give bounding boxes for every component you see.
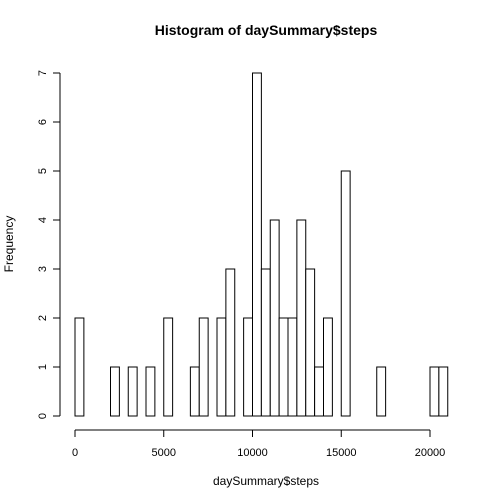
x-tick-label: 0 [72,447,78,459]
histogram-bar [305,268,316,417]
histogram-bar [438,366,449,417]
histogram-bar [110,366,120,417]
x-tick-label: 15000 [326,447,357,459]
histogram-bar [252,72,262,417]
histogram-bar [163,317,174,417]
histogram-bar [376,366,387,417]
bars-group [74,72,449,417]
y-axis-label: Frequency [2,216,16,273]
y-tick-label: 0 [37,413,49,419]
x-axis-label: daySummary$steps [213,474,319,488]
histogram-bar [216,317,227,417]
histogram-bar [314,366,324,417]
y-tick-label: 7 [37,70,49,76]
histogram-bar [145,366,156,417]
histogram-bar [287,317,298,417]
histogram-bar [74,317,85,417]
y-tick-label: 1 [37,364,49,370]
y-tick-label: 2 [37,315,49,321]
x-tick-label: 10000 [237,447,268,459]
histogram-bar [260,268,271,417]
histogram-bar [189,366,200,417]
histogram-bar [269,219,280,417]
y-tick-label: 4 [37,217,49,223]
y-tick-label: 3 [37,266,49,272]
histogram-bar [243,317,253,417]
histogram-bar [127,366,138,417]
y-tick-label: 5 [37,168,49,174]
histogram-bar [278,317,289,417]
chart-title: Histogram of daySummary$steps [155,22,378,38]
histogram-bar [429,366,440,417]
x-tick-label: 5000 [152,447,176,459]
histogram-bar [225,268,236,417]
x-tick-label: 20000 [415,447,446,459]
x-axis: 0 5000 10000 15000 20000 [72,429,446,459]
histogram-bar [296,219,307,417]
histogram-bar [340,170,351,417]
y-axis: 0 1 2 3 4 5 6 7 [37,70,61,419]
histogram-bar [323,317,333,417]
histogram-bar [198,317,209,417]
y-tick-label: 6 [37,119,49,125]
